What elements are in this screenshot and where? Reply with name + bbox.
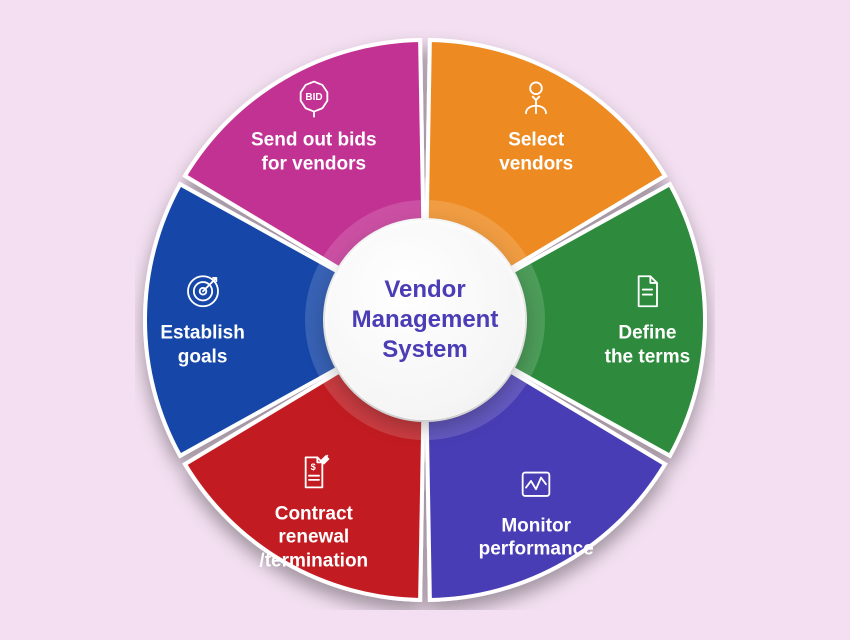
center-title-line1: Vendor	[384, 276, 465, 303]
center-title-line3: System	[382, 336, 467, 363]
center-title: Vendor Management System	[338, 275, 513, 365]
pie-chart-container: Vendor Management System Establishgoals …	[135, 30, 715, 610]
center-title-line2: Management	[352, 306, 499, 333]
center-circle: Vendor Management System	[325, 220, 525, 420]
